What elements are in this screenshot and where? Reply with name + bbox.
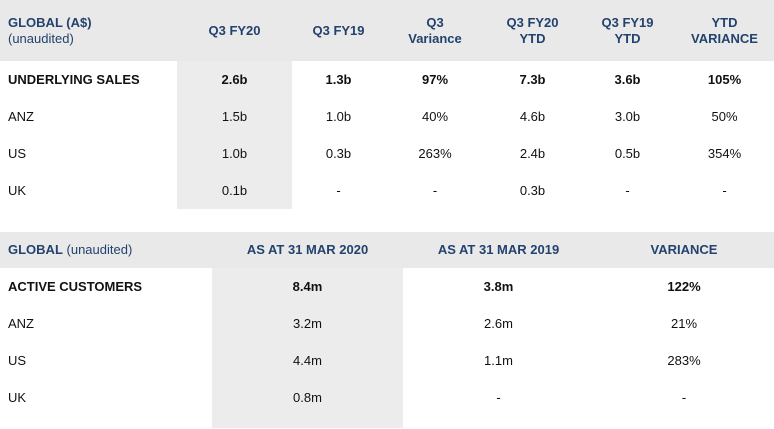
sales-row: UNDERLYING SALES 2.6b 1.3b 97% 7.3b 3.6b 105%: [0, 61, 774, 98]
value-cell: 2.4b: [519, 146, 546, 161]
row-label: US: [8, 353, 27, 368]
value-cell: 97%: [421, 72, 449, 87]
sales-subtitle: (unaudited): [8, 30, 74, 46]
value-cell: -: [625, 183, 630, 198]
value-cell: 122%: [667, 279, 701, 294]
sales-row: US 1.0b 0.3b 263% 2.4b 0.5b 354%: [0, 135, 774, 172]
row-label: ANZ: [8, 316, 34, 331]
value-cell: 4.4m: [293, 353, 322, 368]
value-cell: 1.1m: [484, 353, 513, 368]
value-cell: 1.0b: [325, 109, 352, 124]
q3fy20-column-highlight: [177, 61, 292, 209]
value-cell: -: [496, 390, 501, 405]
value-cell: 3.0b: [614, 109, 641, 124]
column-header-q3-fy20-ytd: Q3 FY20 YTD: [506, 14, 559, 46]
column-header-as-at-31-mar-2020: AS AT 31 MAR 2020: [246, 242, 369, 257]
column-header-variance: VARIANCE: [650, 242, 718, 257]
row-label: UK: [8, 390, 27, 405]
value-cell: 40%: [421, 109, 449, 124]
value-cell: -: [432, 183, 438, 198]
value-cell: -: [336, 183, 341, 198]
value-cell: 0.3b: [325, 146, 352, 161]
customers-table: GLOBAL (unaudited) AS AT 31 MAR 2020 AS …: [0, 232, 774, 428]
value-cell: 1.3b: [325, 72, 352, 87]
column-header-q3-fy19-ytd: Q3 FY19 YTD: [601, 14, 654, 46]
customers-row: ANZ 3.2m 2.6m 21%: [0, 305, 774, 342]
value-cell: 0.8m: [293, 390, 322, 405]
mar2020-column-highlight: [212, 268, 403, 428]
column-header-q3-variance: Q3 Variance: [408, 14, 462, 46]
customers-subtitle: (unaudited): [66, 242, 133, 257]
value-cell: 50%: [711, 109, 738, 124]
value-cell: 1.0b: [221, 146, 248, 161]
value-cell: 0.5b: [614, 146, 641, 161]
sales-table: GLOBAL (A$) (unaudited) Q3 FY20 Q3 FY19 …: [0, 0, 774, 209]
customers-row: ACTIVE CUSTOMERS 8.4m 3.8m 122%: [0, 268, 774, 305]
value-cell: 263%: [418, 146, 452, 161]
value-cell: 7.3b: [519, 72, 546, 87]
value-cell: 4.6b: [519, 109, 546, 124]
column-header-q3-fy19: Q3 FY19: [312, 22, 365, 38]
value-cell: 354%: [707, 146, 742, 161]
row-label: ANZ: [8, 109, 34, 124]
value-cell: -: [681, 390, 687, 405]
customers-body: ACTIVE CUSTOMERS 8.4m 3.8m 122% ANZ 3.2m 2.6m 2…: [0, 268, 774, 416]
value-cell: 283%: [667, 353, 701, 368]
value-cell: 3.2m: [293, 316, 322, 331]
row-label: ACTIVE CUSTOMERS: [8, 279, 143, 294]
value-cell: 8.4m: [292, 279, 323, 294]
row-label: US: [8, 146, 27, 161]
value-cell: 2.6b: [221, 72, 248, 87]
row-label: UNDERLYING SALES: [8, 72, 140, 87]
value-cell: 2.6m: [484, 316, 513, 331]
value-cell: 0.3b: [519, 183, 546, 198]
customers-title-cell: GLOBAL (unaudited): [0, 232, 208, 268]
sales-row: UK 0.1b - - 0.3b - -: [0, 172, 774, 209]
column-header-q3-fy20: Q3 FY20: [208, 22, 261, 38]
customers-row: US 4.4m 1.1m 283%: [0, 342, 774, 379]
sales-title-cell: GLOBAL (A$) (unaudited): [0, 0, 176, 61]
value-cell: 21%: [670, 316, 698, 331]
column-header-ytd-variance: YTD VARIANCE: [691, 14, 758, 46]
value-cell: 3.8m: [483, 279, 514, 294]
value-cell: -: [722, 183, 727, 198]
column-header-as-at-31-mar-2019: AS AT 31 MAR 2019: [437, 242, 560, 257]
sales-row: ANZ 1.5b 1.0b 40% 4.6b 3.0b 50%: [0, 98, 774, 135]
customers-header-row: GLOBAL (unaudited) AS AT 31 MAR 2020 AS …: [0, 232, 774, 268]
sales-body: UNDERLYING SALES 2.6b 1.3b 97% 7.3b 3.6b 105% A…: [0, 61, 774, 209]
customers-title: GLOBAL: [8, 242, 63, 257]
sales-header-row: GLOBAL (A$) (unaudited) Q3 FY20 Q3 FY19 …: [0, 0, 774, 61]
customers-row: UK 0.8m - -: [0, 379, 774, 416]
value-cell: 105%: [707, 72, 742, 87]
value-cell: 3.6b: [614, 72, 641, 87]
row-label: UK: [8, 183, 27, 198]
value-cell: 1.5b: [221, 109, 248, 124]
value-cell: 0.1b: [221, 183, 248, 198]
sales-title: GLOBAL (A$): [8, 14, 92, 30]
